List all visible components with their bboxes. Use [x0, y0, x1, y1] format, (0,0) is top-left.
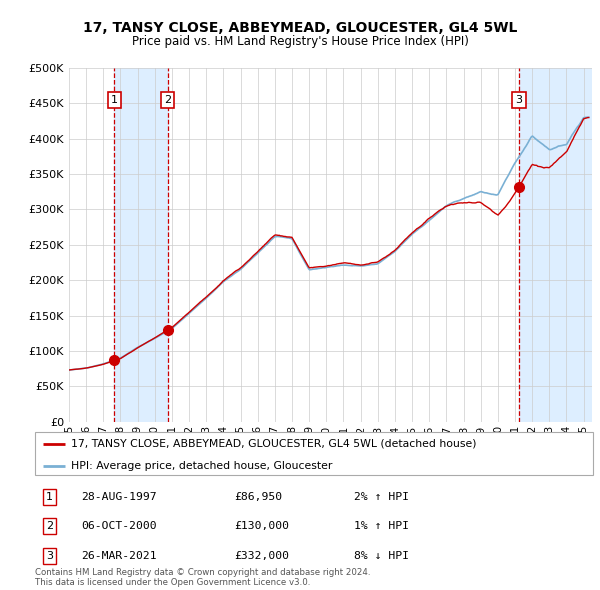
Bar — [519, 68, 592, 422]
Text: 1: 1 — [111, 95, 118, 104]
Text: 17, TANSY CLOSE, ABBEYMEAD, GLOUCESTER, GL4 5WL (detached house): 17, TANSY CLOSE, ABBEYMEAD, GLOUCESTER, … — [71, 439, 476, 449]
Text: Price paid vs. HM Land Registry's House Price Index (HPI): Price paid vs. HM Land Registry's House … — [131, 35, 469, 48]
Text: 17, TANSY CLOSE, ABBEYMEAD, GLOUCESTER, GL4 5WL: 17, TANSY CLOSE, ABBEYMEAD, GLOUCESTER, … — [83, 21, 517, 35]
Text: HPI: Average price, detached house, Gloucester: HPI: Average price, detached house, Glou… — [71, 461, 332, 471]
Text: 1% ↑ HPI: 1% ↑ HPI — [354, 522, 409, 531]
Text: 2: 2 — [46, 522, 53, 531]
Text: 2: 2 — [164, 95, 172, 104]
FancyBboxPatch shape — [35, 432, 593, 475]
Bar — [115, 68, 168, 422]
Text: £332,000: £332,000 — [234, 551, 289, 560]
Text: 3: 3 — [46, 551, 53, 560]
Text: £130,000: £130,000 — [234, 522, 289, 531]
Text: 3: 3 — [515, 95, 523, 104]
Text: 8% ↓ HPI: 8% ↓ HPI — [354, 551, 409, 560]
Text: 06-OCT-2000: 06-OCT-2000 — [81, 522, 157, 531]
Text: Contains HM Land Registry data © Crown copyright and database right 2024.
This d: Contains HM Land Registry data © Crown c… — [35, 568, 370, 587]
Text: 1: 1 — [46, 492, 53, 502]
Text: 2% ↑ HPI: 2% ↑ HPI — [354, 492, 409, 502]
Text: 26-MAR-2021: 26-MAR-2021 — [81, 551, 157, 560]
Text: £86,950: £86,950 — [234, 492, 282, 502]
Text: 28-AUG-1997: 28-AUG-1997 — [81, 492, 157, 502]
